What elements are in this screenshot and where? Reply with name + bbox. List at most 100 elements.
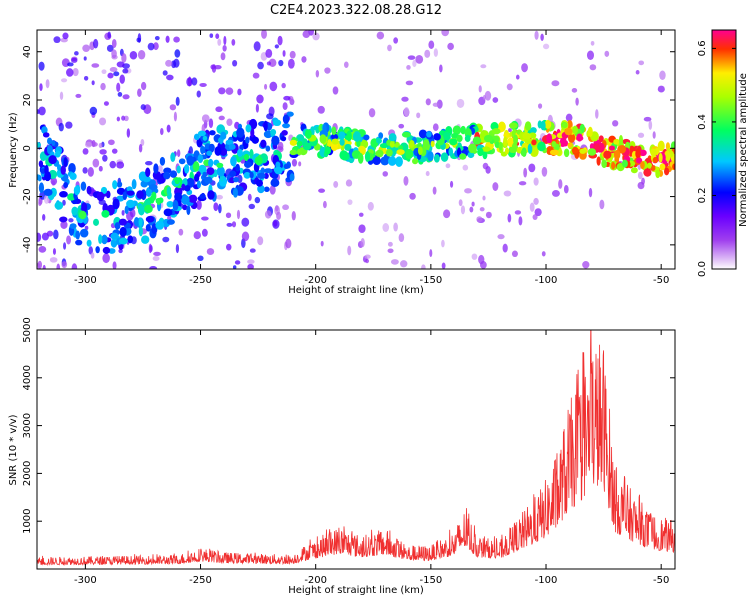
speckle-mark (276, 211, 282, 220)
speckle-mark (441, 262, 446, 269)
speckle-mark (589, 64, 597, 71)
ridge-mark (174, 177, 180, 185)
ridge-mark (122, 191, 128, 201)
ridge-mark (148, 184, 158, 191)
speckle-mark (312, 32, 320, 41)
x-tick-label: -100 (535, 575, 558, 586)
speckle-mark (443, 209, 451, 219)
ridge-mark (635, 148, 641, 159)
ridge-mark (263, 186, 270, 193)
speckle-mark (516, 74, 520, 80)
speckle-mark (153, 251, 161, 256)
speckle-mark (471, 201, 475, 207)
ridge-mark (551, 140, 557, 148)
speckle-mark (61, 261, 68, 269)
ridge-mark (186, 205, 191, 216)
snr-panel: -300 -250 -200 -150 -100 -50 1000 2000 3000 4000 5… (8, 317, 676, 596)
speckle-mark (116, 61, 125, 68)
ridge-mark (206, 167, 215, 176)
speckle-mark (107, 72, 114, 79)
speckle-mark (291, 210, 296, 221)
x-tick-label: -50 (653, 275, 669, 286)
ridge-mark (322, 123, 327, 135)
speckle-mark (469, 206, 474, 213)
speckle-mark (497, 234, 505, 240)
ridge-mark (228, 143, 236, 150)
speckle-mark (153, 42, 159, 51)
ridge-mark (345, 143, 352, 151)
ridge-mark (338, 131, 346, 140)
ridge-mark (563, 140, 569, 147)
speckle-mark (563, 184, 569, 194)
speckle-mark (113, 71, 120, 77)
speckle-mark (425, 98, 431, 106)
ridge-mark (417, 146, 423, 155)
speckle-mark (588, 187, 593, 198)
speckle-mark (360, 238, 365, 248)
ridge-mark (138, 217, 143, 227)
ridge-mark (468, 143, 477, 154)
speckle-mark (166, 124, 171, 133)
speckle-mark (121, 115, 126, 121)
ridge-mark (170, 152, 176, 163)
speckle-mark (38, 245, 47, 253)
speckle-mark (175, 96, 180, 106)
ridge-mark (401, 131, 411, 138)
speckle-mark (56, 263, 61, 269)
ridge-mark (163, 208, 173, 217)
ridge-mark (249, 171, 254, 179)
speckle-mark (232, 59, 238, 67)
ridge-mark (274, 166, 283, 175)
ridge-mark (138, 226, 143, 237)
ridge-mark (608, 145, 615, 151)
ridge-mark (522, 132, 532, 140)
ridge-mark (643, 168, 652, 177)
speckle-mark (269, 185, 276, 195)
speckle-mark (529, 202, 535, 212)
speckle-mark (231, 221, 237, 228)
speckle-mark (218, 115, 225, 121)
speckle-mark (347, 199, 353, 205)
ridge-mark (618, 134, 624, 146)
speckle-mark (137, 50, 146, 60)
ridge-mark (657, 140, 665, 152)
ridge-mark (339, 150, 349, 161)
ridge-mark (331, 126, 337, 136)
ridge-mark (153, 163, 159, 174)
ridge-mark (389, 140, 395, 148)
ridge-mark (257, 184, 265, 194)
ridge-mark (151, 191, 157, 201)
speckle-mark (241, 231, 250, 242)
speckle-mark (174, 49, 181, 58)
ridge-mark (186, 155, 195, 166)
speckle-mark (46, 230, 54, 237)
speckle-mark (407, 55, 416, 60)
ridge-mark (601, 159, 607, 169)
ridge-mark (263, 120, 268, 132)
y-tick-label: 5000 (22, 317, 33, 342)
ridge-mark (405, 148, 414, 160)
ridge-mark (235, 163, 240, 172)
ridge-mark (572, 125, 578, 135)
speckle-mark (171, 60, 177, 69)
speckle-mark (121, 209, 125, 216)
ridge-mark (378, 132, 384, 140)
speckle-mark (60, 78, 68, 83)
ridge-mark (664, 167, 670, 176)
ridge-mark (289, 173, 295, 182)
speckle-mark (117, 92, 123, 97)
ridge-mark (254, 156, 263, 166)
ridge-mark (75, 239, 83, 246)
speckle-mark (39, 83, 43, 92)
speckle-mark (91, 63, 100, 68)
ridge-mark (183, 185, 191, 192)
ridge-mark (265, 145, 271, 152)
figure-title: C2E4.2023.322.08.28.G12 (270, 3, 442, 18)
ridge-mark (172, 199, 179, 211)
speckle-mark (401, 96, 409, 102)
speckle-mark (492, 182, 499, 191)
ridge-mark (319, 134, 327, 144)
ridge-mark (579, 148, 587, 154)
ridge-mark (651, 165, 656, 171)
